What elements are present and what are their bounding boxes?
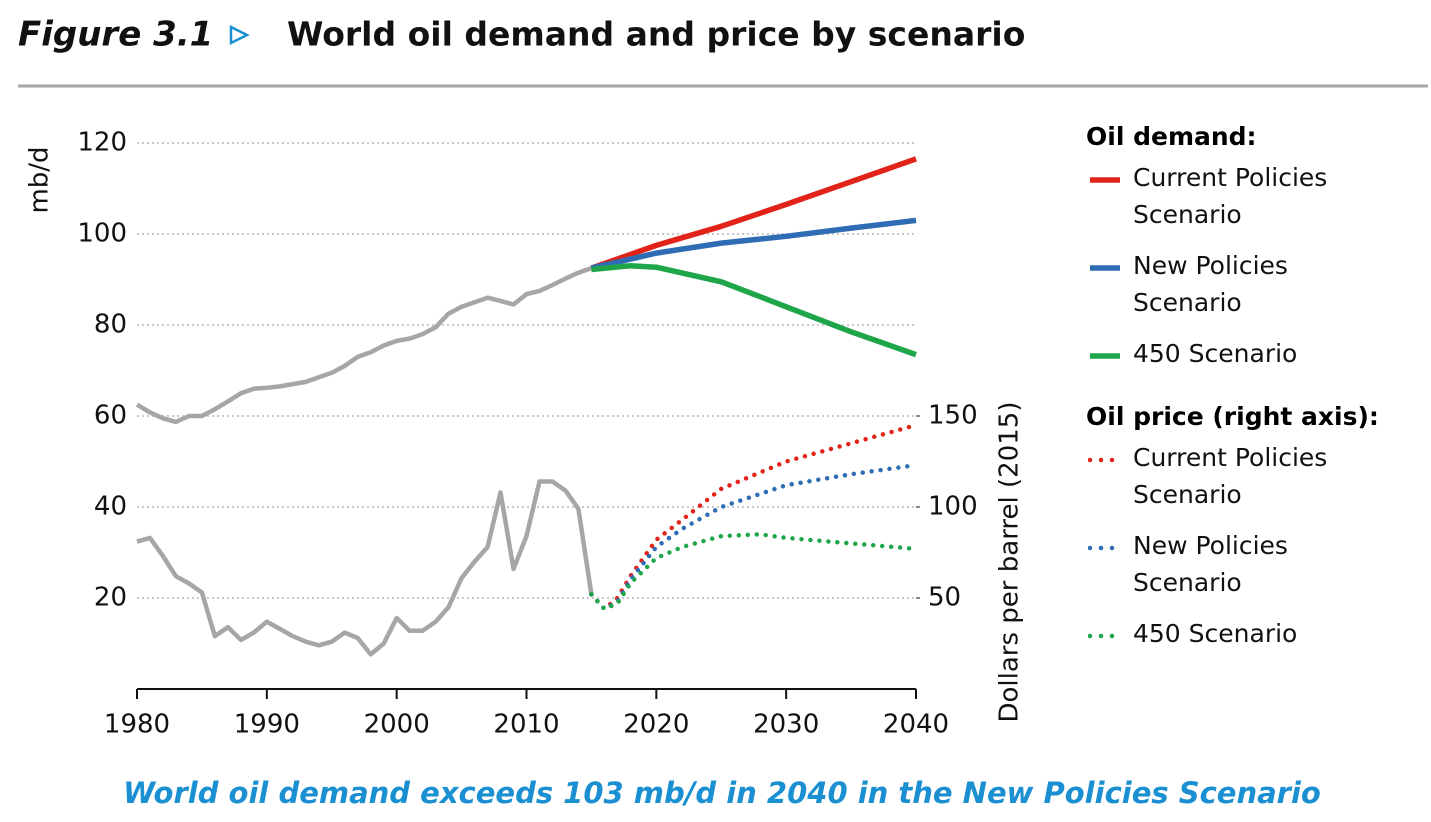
x-tick-label: 2010 bbox=[493, 710, 559, 740]
x-tick-label: 2040 bbox=[883, 710, 949, 740]
legend-swatch bbox=[1090, 353, 1120, 359]
y-tick-label: 120 bbox=[77, 128, 127, 158]
figure-arrow-icon bbox=[229, 24, 250, 46]
legend-label: 450 Scenario bbox=[1133, 619, 1298, 648]
y-tick-label: 100 bbox=[77, 219, 127, 249]
legend-swatch bbox=[1088, 633, 1120, 639]
legend: Oil demand: Current Policies Scenario New … bbox=[1086, 122, 1426, 682]
series-line bbox=[590, 217, 917, 271]
legend-label: Current Policies Scenario bbox=[1133, 163, 1328, 229]
y2-axis-label: Dollars per barrel (2015) bbox=[995, 402, 1025, 723]
history-line bbox=[135, 265, 593, 425]
x-tick-label: 2030 bbox=[753, 710, 819, 740]
legend-group: Oil price (right axis): Current Policies … bbox=[1086, 402, 1426, 652]
y-tick-label: 20 bbox=[94, 583, 127, 613]
chart-title: World oil demand and price by scenario bbox=[287, 15, 1025, 54]
y-tick-label: 80 bbox=[94, 310, 127, 340]
y2-tick-label: 100 bbox=[928, 492, 978, 522]
legend-item: Current Policies Scenario bbox=[1086, 159, 1358, 233]
x-tick-label: 1980 bbox=[104, 710, 170, 740]
series-line bbox=[591, 263, 917, 358]
legend-label: 450 Scenario bbox=[1133, 339, 1298, 368]
legend-item: 450 Scenario bbox=[1086, 615, 1358, 652]
series-line bbox=[589, 462, 919, 612]
legend-label: Current Policies Scenario bbox=[1133, 443, 1328, 509]
caption: World oil demand exceeds 103 mb/d in 204… bbox=[123, 776, 1321, 810]
legend-title: Oil demand: bbox=[1086, 122, 1257, 151]
y2-tick-label: 50 bbox=[928, 583, 961, 613]
x-tick-label: 1990 bbox=[234, 710, 300, 740]
legend-swatch bbox=[1088, 545, 1120, 551]
legend-item: New Policies Scenario bbox=[1086, 247, 1358, 321]
y2-tick-label: 150 bbox=[928, 401, 978, 431]
legend-label: New Policies Scenario bbox=[1133, 531, 1288, 597]
legend-group: Oil demand: Current Policies Scenario New … bbox=[1086, 122, 1426, 372]
series-line bbox=[590, 156, 917, 271]
history-line bbox=[136, 479, 594, 657]
x-tick-label: 2000 bbox=[364, 710, 430, 740]
series-line bbox=[589, 532, 919, 612]
legend-item: Current Policies Scenario bbox=[1086, 439, 1358, 513]
legend-swatch bbox=[1090, 177, 1120, 183]
legend-title: Oil price (right axis): bbox=[1086, 402, 1379, 431]
x-tick-label: 2020 bbox=[623, 710, 689, 740]
legend-label: New Policies Scenario bbox=[1133, 251, 1288, 317]
legend-item: New Policies Scenario bbox=[1086, 527, 1358, 601]
series-line bbox=[589, 422, 919, 612]
y-tick-label: 40 bbox=[94, 492, 127, 522]
y-tick-label: 60 bbox=[94, 401, 127, 431]
legend-swatch bbox=[1090, 265, 1120, 271]
legend-item: 450 Scenario bbox=[1086, 335, 1358, 372]
figure-label: Figure 3.1 bbox=[18, 15, 213, 55]
y-axis-label: mb/d bbox=[25, 146, 55, 213]
legend-swatch bbox=[1088, 457, 1120, 463]
